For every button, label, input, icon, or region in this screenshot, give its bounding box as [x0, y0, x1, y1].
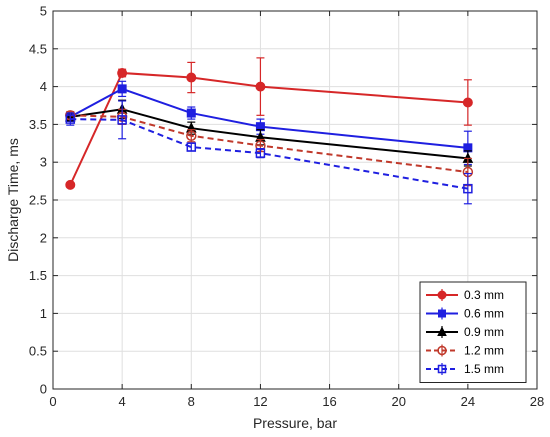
series-1-5-mm [65, 100, 473, 205]
data-point [65, 114, 76, 124]
x-tick-label: 8 [188, 394, 195, 409]
y-tick-label: 0 [40, 382, 47, 397]
data-point [186, 72, 197, 83]
x-tick-label: 16 [322, 394, 336, 409]
tick-labels: 0 4 8 12 16 20 24 28 0 0.5 1 1.5 2 2.5 3 3.5 4 4.5 5 [29, 4, 544, 410]
data-point [186, 142, 197, 152]
y-tick-label: 1.5 [29, 268, 47, 283]
legend-swatch-marker [437, 326, 447, 336]
legend-swatch-marker [437, 345, 447, 356]
legend-item: 0.6 mm [426, 307, 504, 321]
legend-swatch-marker [437, 364, 447, 374]
grid [52, 10, 538, 390]
y-tick-label: 2 [40, 230, 47, 245]
x-tick-label: 0 [49, 394, 56, 409]
data-point [117, 115, 127, 125]
series-0-9-mm [64, 99, 474, 167]
y-tick-label: 1 [40, 306, 47, 321]
data-point [65, 179, 76, 190]
axes [52, 10, 538, 390]
x-tick-label: 12 [253, 394, 267, 409]
data-point [255, 148, 266, 158]
y-tick-label: 2.5 [29, 193, 47, 208]
legend-label: 0.3 mm [464, 288, 504, 302]
y-tick-label: 4 [40, 79, 47, 94]
legend-item: 1.5 mm [426, 362, 504, 376]
x-tick-label: 4 [119, 394, 126, 409]
legend-item: 1.2 mm [426, 344, 504, 358]
x-tick-label: 28 [530, 394, 544, 409]
x-axis-label: Pressure, bar [253, 415, 337, 431]
series-line [69, 71, 468, 186]
y-tick-label: 3.5 [29, 117, 47, 132]
data-point [255, 81, 266, 92]
legend-label: 1.5 mm [464, 362, 504, 376]
data-point [463, 183, 473, 194]
legend-label: 0.6 mm [464, 307, 504, 321]
y-tick-label: 0.5 [29, 344, 47, 359]
legend-item: 0.3 mm [426, 288, 504, 302]
x-tick-label: 24 [461, 394, 475, 409]
y-tick-label: 5 [40, 4, 47, 19]
legend-label: 0.9 mm [464, 325, 504, 339]
series-0-6-mm [65, 80, 473, 166]
data-point [462, 97, 473, 108]
y-tick-label: 4.5 [29, 41, 47, 56]
legend-swatch-marker [437, 290, 447, 300]
data-point [117, 84, 127, 94]
series-0-3-mm [65, 57, 473, 190]
series-line [70, 108, 468, 160]
legend-swatch-marker [438, 309, 446, 318]
series-line [70, 118, 469, 190]
y-axis-label: Discharge Time, ms [5, 138, 21, 262]
x-tick-label: 20 [391, 394, 405, 409]
data-point [186, 130, 197, 141]
legend: 0.3 mm 0.6 mm 0.9 mm 1.2 mm 1.5 mm [419, 281, 527, 383]
y-tick-label: 3 [40, 155, 47, 170]
legend-item: 0.9 mm [426, 325, 504, 339]
legend-label: 1.2 mm [464, 344, 504, 358]
data-point [117, 67, 128, 78]
series-layer [64, 57, 474, 205]
data-point [186, 108, 196, 118]
